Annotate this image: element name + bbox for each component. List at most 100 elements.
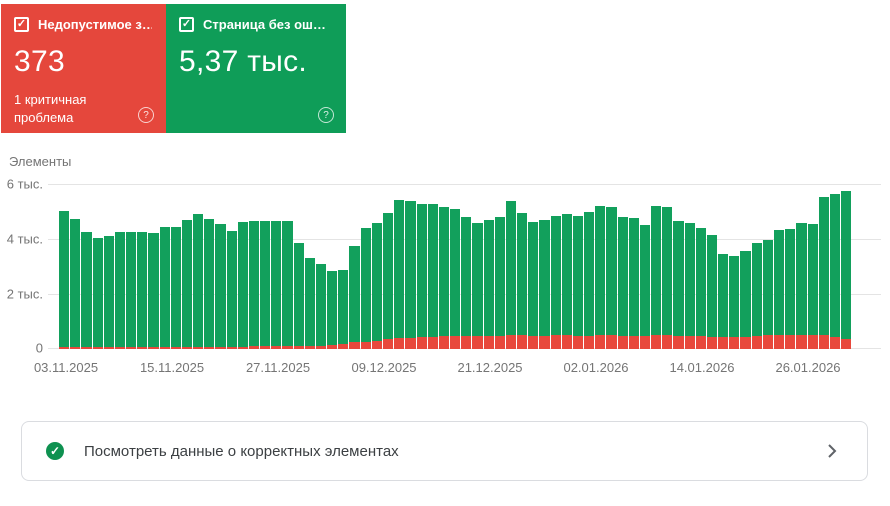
summary-cards: ✓ Недопустимое з… 373 1 критичная пробле… xyxy=(1,4,346,133)
y-axis-label: 0 xyxy=(35,340,43,356)
error-bar-segment xyxy=(584,335,595,349)
error-bar-segment xyxy=(237,346,248,349)
error-bar-segment xyxy=(494,335,505,349)
stacked-bar xyxy=(59,184,70,349)
valid-bar-segment xyxy=(740,250,751,337)
error-bar-segment xyxy=(360,341,371,349)
error-bar-segment xyxy=(539,335,550,349)
question-mark-icon: ? xyxy=(323,109,329,121)
stacked-bar xyxy=(662,184,673,349)
error-bar-segment xyxy=(327,345,338,349)
valid-checkbox[interactable]: ✓ xyxy=(179,17,194,32)
stacked-bar xyxy=(226,184,237,349)
x-axis-label: 02.01.2026 xyxy=(563,360,629,375)
valid-bar-segment xyxy=(204,219,215,347)
x-axis-label: 21.12.2025 xyxy=(457,360,523,375)
stacked-bar xyxy=(405,184,416,349)
error-bar-segment xyxy=(807,335,818,349)
error-bar-segment xyxy=(438,336,450,349)
error-bar-segment xyxy=(114,347,126,349)
valid-bar-segment xyxy=(751,243,762,337)
valid-bar-segment xyxy=(181,220,193,347)
valid-bar-segment xyxy=(684,223,695,337)
valid-bar-segment xyxy=(729,255,740,337)
error-bar-segment xyxy=(528,335,539,349)
valid-bar-segment xyxy=(416,204,427,338)
view-data-button[interactable]: ✓ Посмотреть данные о корректных элемент… xyxy=(21,421,868,481)
stacked-bar xyxy=(360,184,371,349)
error-bar-segment xyxy=(617,335,628,349)
stacked-bar xyxy=(170,184,181,349)
error-bar-segment xyxy=(695,336,706,349)
checkbox-check-icon: ✓ xyxy=(181,18,192,30)
valid-card-label: Страница без ош… xyxy=(203,17,326,32)
stacked-bar xyxy=(584,184,595,349)
stacked-bar xyxy=(472,184,483,349)
error-bar-segment xyxy=(181,346,193,349)
error-bar-segment xyxy=(841,338,852,349)
stacked-bar xyxy=(271,184,282,349)
error-bar-segment xyxy=(382,339,394,349)
stacked-bar xyxy=(159,184,170,349)
error-bar-segment xyxy=(461,335,472,349)
y-axis-label: 2 тыс. xyxy=(6,286,43,302)
valid-bar-segment xyxy=(92,237,103,348)
help-icon[interactable]: ? xyxy=(138,107,154,123)
valid-bar-segment xyxy=(461,217,472,336)
stacked-bar xyxy=(606,184,617,349)
valid-bar-segment xyxy=(651,205,662,336)
valid-bar-segment xyxy=(505,200,517,336)
stacked-bar xyxy=(126,184,137,349)
x-axis-label: 09.12.2025 xyxy=(351,360,417,375)
stacked-bar xyxy=(785,184,796,349)
valid-bar-segment xyxy=(260,220,271,346)
stacked-bar xyxy=(148,184,159,349)
stacked-bar xyxy=(494,184,505,349)
valid-bar-segment xyxy=(584,211,595,336)
error-bar-segment xyxy=(148,347,159,349)
error-bar-segment xyxy=(561,335,572,349)
stacked-bar xyxy=(483,184,494,349)
valid-bar-segment xyxy=(628,218,639,336)
valid-bar-segment xyxy=(148,233,159,348)
stacked-bar xyxy=(315,184,327,349)
error-sublabel: 1 критичная проблема xyxy=(14,92,87,126)
error-bar-segment xyxy=(282,346,293,349)
valid-card[interactable]: ✓ Страница без ош… 5,37 тыс. ? xyxy=(166,4,346,133)
error-bar-segment xyxy=(416,337,427,349)
stacked-bar xyxy=(729,184,740,349)
stacked-bar xyxy=(539,184,550,349)
valid-bar-segment xyxy=(483,219,494,336)
valid-bar-segment xyxy=(382,212,394,340)
stacked-bar xyxy=(382,184,394,349)
valid-bar-segment xyxy=(718,253,729,337)
stacked-bar xyxy=(237,184,248,349)
valid-bar-segment xyxy=(818,196,829,336)
error-bar-segment xyxy=(70,347,81,349)
error-bar-segment xyxy=(785,335,796,349)
error-bar-segment xyxy=(550,335,561,349)
valid-bar-segment xyxy=(841,191,852,339)
error-bar-segment xyxy=(706,336,718,349)
error-card[interactable]: ✓ Недопустимое з… 373 1 критичная пробле… xyxy=(1,4,166,133)
valid-bar-segment xyxy=(561,213,572,336)
chart-plot xyxy=(48,184,881,349)
help-icon[interactable]: ? xyxy=(318,107,334,123)
error-bar-segment xyxy=(729,336,740,349)
error-bar-segment xyxy=(483,335,494,349)
stacked-bar xyxy=(394,184,405,349)
valid-bar-segment xyxy=(494,217,505,336)
stacked-bar xyxy=(628,184,639,349)
x-axis-label: 14.01.2026 xyxy=(669,360,735,375)
stacked-bar xyxy=(841,184,852,349)
stacked-bar xyxy=(774,184,785,349)
stacked-bar xyxy=(450,184,461,349)
chart-title: Элементы xyxy=(9,154,72,169)
view-data-label: Посмотреть данные о корректных элементах xyxy=(84,442,399,460)
error-bar-segment xyxy=(606,335,617,349)
error-checkbox[interactable]: ✓ xyxy=(14,17,29,32)
stacked-bar xyxy=(751,184,762,349)
stacked-bar xyxy=(427,184,438,349)
x-axis-label: 26.01.2026 xyxy=(775,360,841,375)
error-bar-segment xyxy=(159,346,170,349)
